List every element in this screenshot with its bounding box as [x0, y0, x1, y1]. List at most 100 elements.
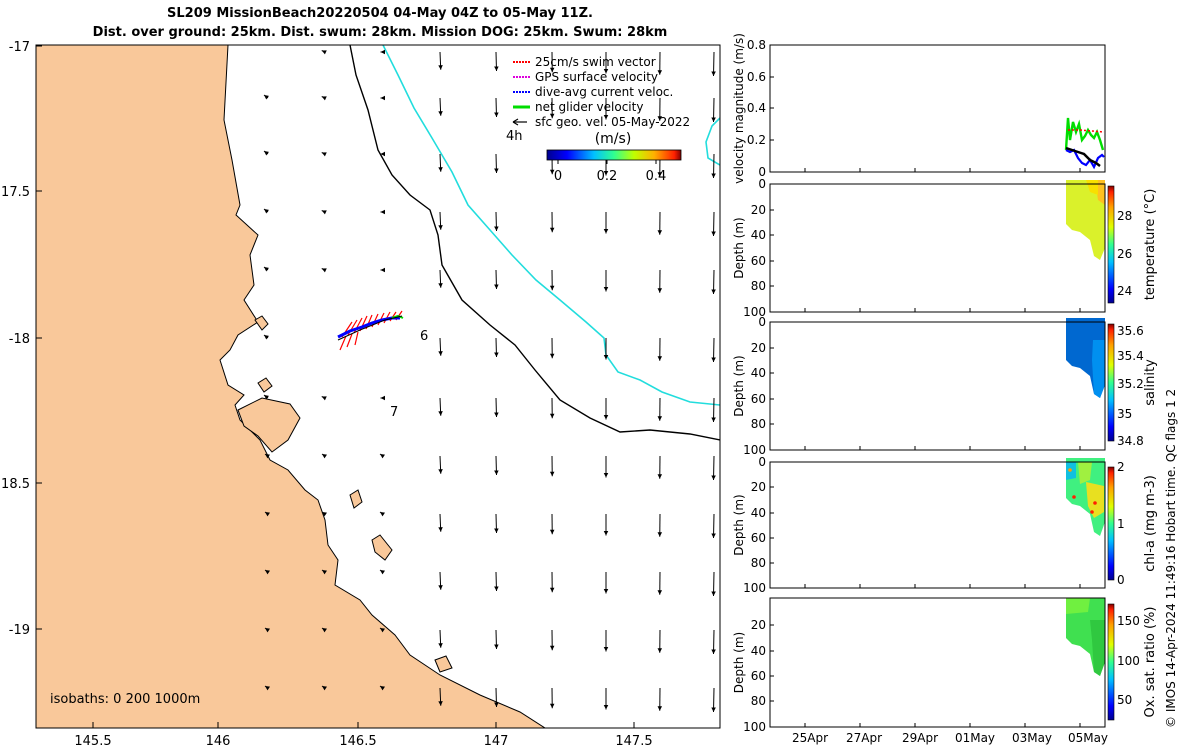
geostrophic-arrow — [494, 211, 499, 232]
isobath-1000m — [382, 45, 720, 406]
panel-colorbar-label: temperature (°C) — [1143, 189, 1158, 301]
geostrophic-arrow — [321, 396, 327, 401]
geostrophic-arrow — [711, 51, 716, 77]
panel-colorbar-tick-label: 35.4 — [1117, 349, 1144, 363]
geostrophic-arrow — [379, 627, 385, 633]
geostrophic-arrow — [494, 571, 499, 592]
panel-y-tick-label: 20 — [751, 480, 766, 494]
panel-y-tick-label: 0.8 — [747, 38, 766, 52]
map-colorbar-tick-label: 0 — [554, 169, 562, 184]
map-legend: 25cm/s swim vector GPS surface velocity … — [512, 55, 690, 129]
panel-colorbar-tick-label: 34.8 — [1117, 434, 1144, 448]
geostrophic-arrow — [438, 513, 443, 532]
isobath-1000m-east — [705, 117, 720, 166]
geostrophic-arrow — [438, 571, 443, 590]
panel-colorbar-tick-label: 35.6 — [1117, 324, 1144, 338]
geostrophic-arrow — [657, 211, 663, 235]
isobaths-label: isobaths: 0 200 1000m — [50, 692, 200, 707]
panel-y-tick-label: 60 — [751, 669, 766, 683]
panel-frame — [769, 183, 1106, 313]
map-y-tick-label: -18 — [9, 332, 30, 347]
geostrophic-arrow — [603, 98, 609, 120]
panel-y-tick-label: 20 — [751, 618, 766, 632]
panel-y-tick-label: 60 — [751, 531, 766, 545]
geostrophic-arrow — [494, 51, 499, 72]
geostrophic-arrow — [438, 269, 443, 288]
geostrophic-arrow — [603, 572, 609, 594]
geostrophic-arrow — [380, 395, 385, 401]
geostrophic-arrow — [494, 153, 499, 174]
net-glider-velocity-line — [1064, 117, 1105, 151]
panel-frame — [769, 44, 1106, 173]
panel-colorbar-tick-label: 100 — [1117, 654, 1140, 668]
panel-y-tick-label: 80 — [751, 279, 766, 293]
geostrophic-arrow — [321, 685, 327, 691]
isobath-200m — [349, 45, 720, 441]
panel-y-axis-label: Depth (m) — [732, 494, 746, 555]
panel-colorbar — [1107, 185, 1115, 304]
map-colorbar-tick-label: 0.2 — [597, 169, 618, 184]
swim-vector-line — [1068, 129, 1105, 133]
glider-path — [337, 315, 403, 341]
geostrophic-arrow — [657, 397, 663, 421]
geostrophic-arrow — [549, 513, 555, 535]
map-y-tick-label: 17.5 — [1, 185, 30, 200]
sfc-geo-velocity-line — [1065, 146, 1101, 167]
geostrophic-arrow — [657, 513, 663, 537]
geostrophic-arrow — [263, 94, 269, 100]
geostrophic-arrow — [711, 269, 716, 295]
geostrophic-arrow — [438, 51, 443, 70]
map-colorbar-title: (m/s) — [595, 131, 632, 147]
geostrophic-arrow — [603, 630, 609, 652]
panel-colorbar-tick-label: 0 — [1117, 573, 1125, 587]
geostrophic-arrow — [494, 513, 499, 534]
geostrophic-arrow — [264, 453, 270, 459]
panel-y-axis-label: Depth (m) — [732, 217, 746, 278]
panel-y-tick-label: 60 — [751, 254, 766, 268]
geostrophic-arrow — [264, 511, 270, 517]
panel-colorbar-tick-label: 150 — [1117, 614, 1140, 628]
map-x-tick-label: 146 — [206, 734, 231, 749]
geostrophic-arrow — [549, 455, 555, 477]
geostrophic-arrow — [494, 397, 499, 418]
panel-y-tick-label: 0 — [758, 177, 766, 191]
panel-frame — [769, 321, 1106, 451]
panel-y-tick-label: 0.2 — [747, 133, 766, 147]
coastline-land — [36, 45, 546, 728]
geostrophic-arrow — [263, 208, 269, 214]
geostrophic-arrow — [438, 687, 443, 706]
geostrophic-arrow — [711, 397, 716, 423]
geostrophic-arrow — [711, 153, 716, 179]
island-small-1 — [254, 315, 269, 331]
time-tick-label: 05May — [1068, 731, 1108, 745]
geostrophic-arrow — [380, 267, 385, 273]
panel-colorbar-tick-label: 50 — [1117, 693, 1132, 707]
map-axis-ticks: 145.5 146 146.5 147 147.5 -17 17.5 -18 18.5 -19 — [1, 40, 653, 749]
panel-frame — [769, 597, 1106, 728]
geostrophic-arrow — [657, 571, 663, 595]
geostrophic-arrow — [603, 456, 609, 478]
map-y-tick-label: -19 — [9, 623, 30, 638]
time-tick-label: 01May — [955, 731, 995, 745]
geostrophic-arrow — [380, 151, 385, 157]
geostrophic-arrow — [549, 211, 555, 233]
time-tick-label: 27Apr — [846, 731, 882, 745]
geostrophic-arrow — [438, 97, 443, 116]
geostrophic-arrow — [263, 394, 269, 400]
panel-y-tick-label: 80 — [751, 417, 766, 431]
panel-y-tick-label: 60 — [751, 392, 766, 406]
geostrophic-arrow — [711, 629, 716, 655]
map-colorbar-tick-label: 0.4 — [646, 169, 667, 184]
glider-track — [337, 310, 404, 351]
panel-y-tick-label: 40 — [751, 366, 766, 380]
geostrophic-arrow — [657, 629, 663, 653]
geostrophic-arrow — [657, 455, 663, 479]
geostrophic-arrow — [438, 629, 443, 648]
geostrophic-arrow — [494, 337, 499, 358]
geostrophic-arrow — [379, 511, 385, 517]
panel-y-tick-label: 40 — [751, 644, 766, 658]
geostrophic-arrow — [321, 511, 327, 517]
geostrophic-arrow — [494, 97, 499, 118]
